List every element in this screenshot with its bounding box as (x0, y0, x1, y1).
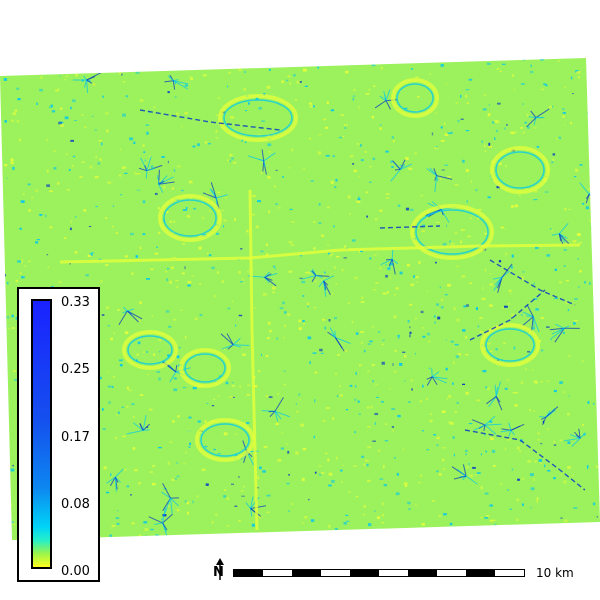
scale-bar-segment (495, 570, 524, 576)
scale-bar-segment (234, 570, 263, 576)
legend-tick-label: 0.25 (61, 362, 90, 377)
scale-bar-segment (466, 570, 495, 576)
legend-tick-label: 0.00 (61, 564, 90, 579)
scale-bar-segment (379, 570, 408, 576)
scale-bar-segment (292, 570, 321, 576)
legend-colorbar (31, 299, 52, 569)
scale-bar (233, 569, 525, 577)
legend-tick-label: 0.33 (61, 295, 90, 310)
legend: 0.33 0.25 0.17 0.08 0.00 (17, 287, 100, 582)
north-arrow-icon (216, 558, 224, 580)
scale-bar-segment (437, 570, 466, 576)
legend-tick-label: 0.17 (61, 430, 90, 445)
scale-bar-label: 10 km (536, 566, 574, 580)
scale-bar-segment (263, 570, 292, 576)
scale-bar-segment (350, 570, 379, 576)
scale-bar-segment (321, 570, 350, 576)
legend-tick-label: 0.08 (61, 497, 90, 512)
scale-bar-segment (408, 570, 437, 576)
north-label: N (213, 565, 224, 580)
